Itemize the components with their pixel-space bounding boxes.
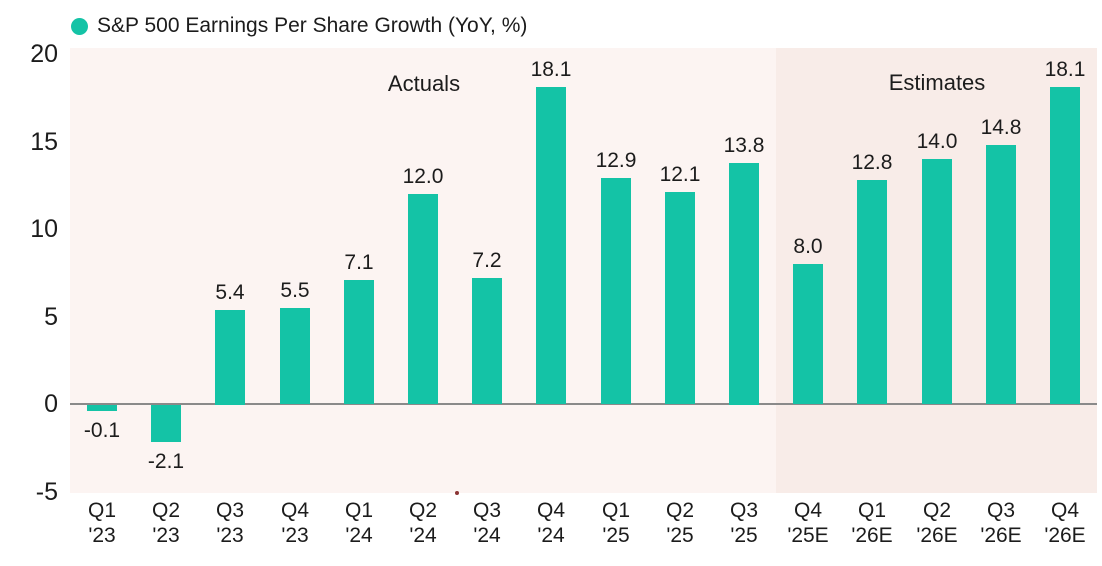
x-tick-label-Q423: Q4'23 [280, 499, 309, 547]
y-tick-label: 20 [30, 40, 58, 68]
bar-value-label: 8.0 [793, 235, 823, 258]
plot-area: Actuals Estimates -0.1 -2.1 5.4 5.5 7.1 12.0 7… [70, 48, 1097, 493]
x-tick-label-Q225: Q2'25 [665, 499, 694, 547]
y-tick-label: 5 [44, 303, 58, 331]
bar-value-label: 12.0 [402, 165, 444, 188]
bar-value-label: 5.5 [280, 279, 310, 302]
estimates-region-label: Estimates [888, 70, 986, 95]
chart-legend: S&P 500 Earnings Per Share Growth (YoY, … [71, 13, 527, 39]
bar-Q125 [601, 178, 631, 404]
bar-Q324 [472, 278, 502, 404]
bar-value-label: 7.2 [472, 249, 502, 272]
y-tick-label: 10 [30, 215, 58, 243]
bar-value-label: 12.9 [595, 149, 637, 172]
bar-Q123 [87, 405, 117, 411]
x-tick-label-Q126E: Q1'26E [851, 499, 893, 547]
y-tick-label: 15 [30, 128, 58, 156]
bar-Q426E [1050, 87, 1080, 404]
bar-Q124 [344, 280, 374, 404]
bar-value-label: 7.1 [344, 251, 374, 274]
bar-Q425E [793, 264, 823, 404]
bar-Q325 [729, 163, 759, 405]
zero-axis-line [70, 403, 1097, 405]
x-tick-label-Q124: Q1'24 [344, 499, 373, 547]
bar-Q126E [857, 180, 887, 404]
bar-value-label: -0.1 [83, 419, 121, 442]
bar-Q323 [215, 310, 245, 405]
bar-value-label: 12.8 [851, 151, 893, 174]
stray-dot-artifact [455, 491, 459, 495]
bar-Q225 [665, 192, 695, 404]
bar-value-label: -2.1 [147, 450, 185, 473]
x-tick-label-Q326E: Q3'26E [980, 499, 1022, 547]
bar-value-label: 13.8 [723, 134, 765, 157]
bar-Q326E [986, 145, 1016, 404]
bar-value-label: 18.1 [530, 58, 572, 81]
x-tick-label-Q425E: Q4'25E [787, 499, 829, 547]
actuals-region-label: Actuals [387, 71, 461, 96]
bar-Q223 [151, 405, 181, 442]
bar-value-label: 14.8 [980, 116, 1022, 139]
bar-value-label: 12.1 [659, 163, 701, 186]
legend-marker-icon [71, 17, 88, 35]
y-tick-label: 0 [44, 390, 58, 418]
x-tick-label-Q324: Q3'24 [472, 499, 501, 547]
x-tick-label-Q424: Q4'24 [536, 499, 565, 547]
bar-Q424 [536, 87, 566, 404]
bar-Q226E [922, 159, 952, 404]
bar-value-label: 5.4 [215, 281, 245, 304]
x-tick-label-Q223: Q2'23 [151, 499, 180, 547]
x-tick-label-Q426E: Q4'26E [1044, 499, 1086, 547]
x-tick-label-Q325: Q3'25 [729, 499, 758, 547]
x-tick-label-Q123: Q1'23 [87, 499, 116, 547]
x-tick-label-Q125: Q1'25 [601, 499, 630, 547]
bar-value-label: 18.1 [1044, 58, 1086, 81]
bar-Q423 [280, 308, 310, 404]
x-tick-label-Q323: Q3'23 [215, 499, 244, 547]
x-tick-label-Q226E: Q2'26E [916, 499, 958, 547]
y-tick-label: -5 [35, 478, 58, 506]
bar-Q224 [408, 194, 438, 404]
x-tick-label-Q224: Q2'24 [408, 499, 437, 547]
legend-label: S&P 500 Earnings Per Share Growth (YoY, … [97, 14, 528, 37]
bar-value-label: 14.0 [916, 130, 958, 153]
